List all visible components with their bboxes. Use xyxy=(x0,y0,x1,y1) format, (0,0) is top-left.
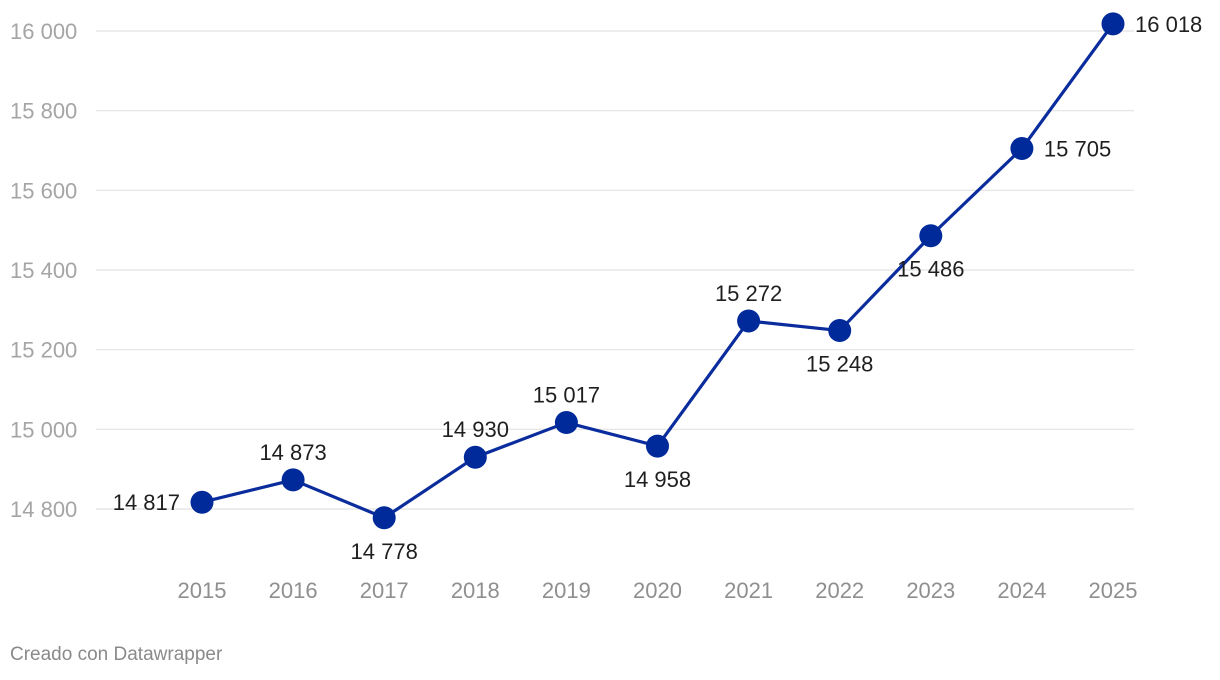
x-tick-label: 2017 xyxy=(360,578,409,603)
data-label: 14 778 xyxy=(351,539,418,564)
y-tick-label: 14 800 xyxy=(10,497,77,522)
x-tick-label: 2024 xyxy=(997,578,1046,603)
x-tick-label: 2018 xyxy=(451,578,500,603)
x-tick-label: 2015 xyxy=(178,578,227,603)
data-point xyxy=(190,490,214,514)
x-tick-label: 2019 xyxy=(542,578,591,603)
data-label: 15 272 xyxy=(715,281,782,306)
credit-text: Creado con Datawrapper xyxy=(10,644,223,665)
data-label: 15 705 xyxy=(1044,137,1111,162)
y-tick-label: 15 400 xyxy=(10,258,77,283)
data-label: 16 018 xyxy=(1135,12,1202,37)
data-label: 14 817 xyxy=(113,490,180,515)
data-point xyxy=(737,309,761,333)
data-label: 14 930 xyxy=(442,417,509,442)
line-chart: 14 800 15 000 15 200 15 400 15 600 15 800 16 0… xyxy=(10,12,1202,603)
data-label: 15 017 xyxy=(533,383,600,408)
y-tick-label: 15 800 xyxy=(10,99,77,124)
data-label: 15 248 xyxy=(806,352,873,377)
x-tick-label: 2020 xyxy=(633,578,682,603)
data-point xyxy=(646,434,669,458)
data-point xyxy=(463,445,487,469)
x-tick-label: 2023 xyxy=(906,578,955,603)
y-tick-label: 15 600 xyxy=(10,178,77,203)
y-tick-label: 15 000 xyxy=(10,417,77,442)
data-label: 14 873 xyxy=(259,440,326,465)
x-tick-label: 2016 xyxy=(269,578,318,603)
data-point xyxy=(1101,12,1125,36)
y-tick-label: 16 000 xyxy=(10,19,77,44)
data-point xyxy=(281,468,305,492)
data-label: 14 958 xyxy=(624,467,691,492)
x-tick-label: 2021 xyxy=(724,578,773,603)
data-point xyxy=(919,224,943,248)
x-tick-label: 2022 xyxy=(815,578,864,603)
data-label: 15 486 xyxy=(897,257,964,282)
data-point xyxy=(1010,137,1034,161)
data-point xyxy=(372,506,396,530)
data-point xyxy=(828,319,852,343)
x-tick-label: 2025 xyxy=(1089,578,1138,603)
data-point xyxy=(554,411,578,435)
y-tick-label: 15 200 xyxy=(10,338,77,363)
